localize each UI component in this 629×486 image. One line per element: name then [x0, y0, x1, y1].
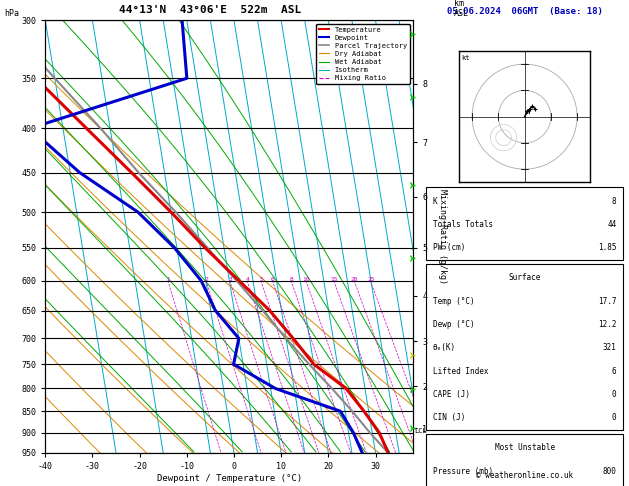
Text: 6: 6: [612, 367, 616, 376]
Text: 1: 1: [166, 277, 170, 282]
Text: 05.06.2024  06GMT  (Base: 18): 05.06.2024 06GMT (Base: 18): [447, 7, 603, 17]
Text: 0: 0: [612, 414, 616, 422]
Legend: Temperature, Dewpoint, Parcel Trajectory, Dry Adiabat, Wet Adiabat, Isotherm, Mi: Temperature, Dewpoint, Parcel Trajectory…: [316, 24, 409, 84]
Text: Surface: Surface: [508, 274, 541, 282]
Text: 6: 6: [271, 277, 275, 282]
Text: CIN (J): CIN (J): [433, 414, 465, 422]
Text: 5: 5: [259, 277, 263, 282]
Text: 8: 8: [289, 277, 293, 282]
Text: K: K: [433, 197, 437, 206]
Text: CAPE (J): CAPE (J): [433, 390, 470, 399]
Text: 44°13'N  43°06'E  522m  ASL: 44°13'N 43°06'E 522m ASL: [120, 4, 301, 15]
Bar: [426, 187, 623, 260]
Text: 25: 25: [367, 277, 374, 282]
Text: 17.7: 17.7: [598, 297, 616, 306]
Text: 3: 3: [228, 277, 232, 282]
Text: PW (cm): PW (cm): [433, 243, 465, 252]
Text: 2: 2: [204, 277, 208, 282]
Text: 12.2: 12.2: [598, 320, 616, 329]
Text: 321: 321: [603, 344, 616, 352]
Text: kt: kt: [462, 55, 470, 61]
Text: hPa: hPa: [4, 9, 19, 18]
Text: 44: 44: [607, 220, 616, 229]
Text: 4: 4: [245, 277, 249, 282]
Y-axis label: Mixing Ratio (g/kg): Mixing Ratio (g/kg): [438, 189, 447, 284]
Text: 8: 8: [612, 197, 616, 206]
Text: 0: 0: [612, 390, 616, 399]
Bar: [426, 264, 623, 430]
Text: 20: 20: [351, 277, 359, 282]
Text: Dewp (°C): Dewp (°C): [433, 320, 474, 329]
Text: Lifted Index: Lifted Index: [433, 367, 488, 376]
Text: 15: 15: [330, 277, 338, 282]
Text: © weatheronline.co.uk: © weatheronline.co.uk: [476, 471, 573, 480]
X-axis label: Dewpoint / Temperature (°C): Dewpoint / Temperature (°C): [157, 474, 302, 483]
Text: km
ASL: km ASL: [454, 0, 469, 18]
Text: 800: 800: [603, 467, 616, 476]
Text: Totals Totals: Totals Totals: [433, 220, 493, 229]
Text: 1.85: 1.85: [598, 243, 616, 252]
Text: Temp (°C): Temp (°C): [433, 297, 474, 306]
Bar: [426, 434, 623, 486]
Text: 10: 10: [303, 277, 310, 282]
Text: Most Unstable: Most Unstable: [494, 444, 555, 452]
Text: θₑ(K): θₑ(K): [433, 344, 456, 352]
Text: Pressure (mb): Pressure (mb): [433, 467, 493, 476]
Text: LCL: LCL: [414, 428, 426, 434]
